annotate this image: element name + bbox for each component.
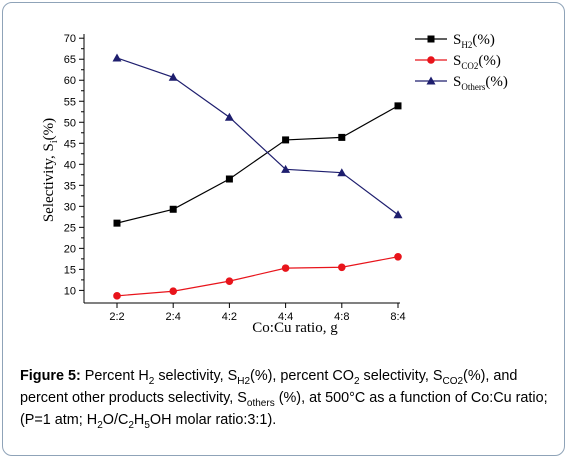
legend-label-tail: (%) [478,53,501,69]
legend-entry-others: SOthers(%) [415,74,508,92]
data-point-h2 [338,133,346,141]
caption-sub-5: others [246,398,275,409]
series-group [112,53,403,300]
caption-text-5: (%), and percent other products selectiv… [20,368,518,406]
x-tick-label: 2:2 [109,311,124,323]
x-tick-label: 4:8 [334,311,349,323]
legend-label-main: S [453,32,461,48]
legend-marker-co2 [427,56,435,64]
y-tick-label: 20 [64,243,76,255]
y-axis-label-tail: (%) [41,118,57,141]
caption-text-8: H [133,412,145,428]
x-tick-label: 4:2 [222,311,237,323]
y-tick-label: 30 [64,201,76,213]
y-tick-label: 70 [64,33,76,45]
caption-sub-8: 5 [144,420,150,431]
data-point-co2 [169,287,177,296]
y-tick-label: 35 [64,180,76,192]
legend-entry-co2: SCO2(%) [415,53,501,71]
y-tick-label: 25 [64,222,76,234]
y-tick-label: 10 [64,285,76,297]
caption-sub-1: 2 [148,376,155,387]
y-tick-label: 60 [64,75,76,87]
data-point-h2 [282,136,290,144]
legend-marker-others [426,76,436,85]
figure-caption: Figure 5: Percent H2 selectivity, SH2(%)… [20,365,552,431]
data-point-co2 [394,252,402,261]
caption-text-2: selectivity, S [154,368,238,384]
y-tick-label: 55 [64,96,76,108]
y-tick-label: 15 [64,264,76,276]
caption-sub-6: 2 [97,420,103,431]
data-point-co2 [281,264,290,272]
x-axis-label: Co:Cu ratio, g [252,320,338,336]
legend-label-sub: Others [461,82,485,92]
y-axis-label-sub: i [49,140,60,143]
data-point-co2 [338,263,346,272]
legend-label-h2: SH2(%) [453,32,495,50]
series-line-co2 [116,256,399,297]
y-tick-label: 40 [64,159,76,171]
series-co2 [113,252,402,300]
data-point-others [168,72,178,81]
y-axis-label-main: Selectivity, S [41,143,57,222]
y-tick-label: 65 [64,54,76,66]
data-point-others [281,164,291,173]
data-point-co2 [225,277,234,285]
data-point-h2 [113,219,121,227]
legend-label-tail: (%) [472,32,495,48]
data-point-h2 [225,175,233,183]
legend-label-tail: (%) [485,74,508,90]
x-axis-ticks: 2:2 2:4 4:2 4:4 4:8 8:4 [109,303,406,323]
series-others [112,53,403,219]
data-point-co2 [113,292,121,300]
legend-label-co2: SCO2(%) [453,53,501,71]
legend-label-sub: CO2 [461,61,478,71]
caption-text-4: selectivity, S [359,368,443,384]
data-point-others [393,210,403,219]
legend-entry-h2: SH2(%) [415,32,495,50]
series-h2 [113,102,402,227]
data-point-others [224,112,234,121]
caption-sub-2: H2 [237,376,251,387]
legend: SH2(%)SCO2(%)SOthers(%) [415,32,508,92]
x-tick-label: 8:4 [390,311,405,323]
plot-area: 10 15 20 25 30 35 40 45 50 55 60 65 70 2:2 2:4 4:2 4:4 4… [64,33,406,323]
caption-sub-3: 2 [354,376,360,387]
series-line-h2 [116,105,399,224]
data-point-h2 [169,205,177,213]
caption-text-3: (%), percent CO [250,368,354,384]
data-point-h2 [394,102,402,110]
legend-label-main: S [453,74,461,90]
y-tick-label: 50 [64,117,76,129]
legend-marker-h2 [427,35,435,43]
x-tick-label: 4:4 [278,311,293,323]
legend-label-sub: H2 [461,40,472,50]
figure-frame [2,2,565,456]
line-chart: 10 15 20 25 30 35 40 45 50 55 60 65 70 2:2 2:4 4:2 4:4 4… [41,32,508,336]
legend-label-others: SOthers(%) [453,74,508,92]
y-tick-label: 45 [64,138,76,150]
caption-label: Figure 5: [20,368,81,384]
caption-text-1: Percent H [80,368,149,384]
caption-text-6: (%), at 500°C as a function of Co:Cu rat… [20,390,548,428]
caption-text-7: O/C [102,412,129,428]
y-axis-label: Selectivity, Si(%) [41,118,60,222]
y-axis-ticks: 10 15 20 25 30 35 40 45 50 55 60 65 70 [64,33,84,297]
x-tick-label: 2:4 [166,311,181,323]
caption-sub-7: 2 [128,420,134,431]
caption-text-9: OH molar ratio:3:1). [149,412,277,428]
data-point-others [112,53,122,62]
legend-label-main: S [453,53,461,69]
caption-sub-4: CO2 [442,376,464,387]
data-point-others [337,168,347,177]
series-line-others [116,57,399,216]
